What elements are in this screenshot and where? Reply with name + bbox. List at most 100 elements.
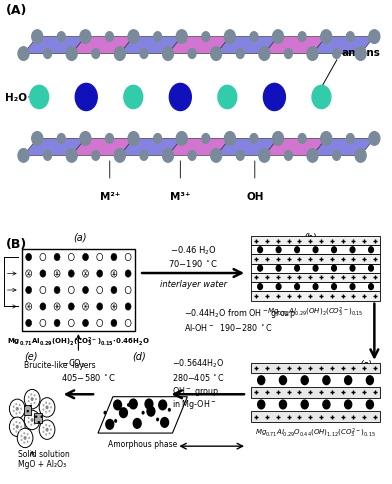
Circle shape xyxy=(295,247,299,253)
Polygon shape xyxy=(24,139,85,156)
Circle shape xyxy=(263,84,285,111)
Circle shape xyxy=(9,417,25,437)
Circle shape xyxy=(298,33,306,43)
Circle shape xyxy=(27,417,29,419)
Circle shape xyxy=(30,86,49,109)
Circle shape xyxy=(168,408,171,412)
Text: $\mathbf{Mg_{0.71}Al_{0.29}(OH)_2(CO_3^{2-})_{0.15}{\cdot}0.46H_2O}$: $\mathbf{Mg_{0.71}Al_{0.29}(OH)_2(CO_3^{… xyxy=(7,335,150,348)
Text: H₂O: H₂O xyxy=(5,93,27,103)
Circle shape xyxy=(128,132,139,146)
Circle shape xyxy=(54,303,60,311)
Circle shape xyxy=(125,254,131,261)
Circle shape xyxy=(40,271,46,278)
Text: (a): (a) xyxy=(74,232,87,242)
Circle shape xyxy=(24,410,40,430)
Circle shape xyxy=(202,134,210,144)
Circle shape xyxy=(68,320,74,327)
Text: $Mg_{0.71}Al_{0.29}(OH)_2(CO_3^{2-})_{0.15}$: $Mg_{0.71}Al_{0.29}(OH)_2(CO_3^{2-})_{0.… xyxy=(267,305,364,318)
Circle shape xyxy=(295,284,299,290)
Circle shape xyxy=(367,376,374,385)
Circle shape xyxy=(140,151,148,161)
Circle shape xyxy=(26,320,32,327)
Circle shape xyxy=(259,149,270,163)
Circle shape xyxy=(111,320,117,327)
Circle shape xyxy=(30,403,32,405)
Circle shape xyxy=(250,33,258,43)
Circle shape xyxy=(312,86,331,109)
Text: M³⁺: M³⁺ xyxy=(170,191,191,201)
Circle shape xyxy=(125,303,131,311)
Bar xyxy=(251,255,380,264)
Circle shape xyxy=(34,415,36,418)
Circle shape xyxy=(9,399,25,419)
Circle shape xyxy=(333,151,341,161)
Circle shape xyxy=(276,247,281,253)
Circle shape xyxy=(176,132,187,146)
Circle shape xyxy=(323,376,330,385)
Text: Brucite-like  layers: Brucite-like layers xyxy=(24,361,95,370)
Polygon shape xyxy=(72,139,134,156)
Circle shape xyxy=(125,320,131,327)
Text: Solid solution
MgO + Al₂O₃: Solid solution MgO + Al₂O₃ xyxy=(18,449,69,469)
Polygon shape xyxy=(312,38,374,54)
Circle shape xyxy=(347,134,354,144)
Circle shape xyxy=(35,398,37,401)
Text: (c): (c) xyxy=(359,359,372,369)
Circle shape xyxy=(355,149,366,163)
Text: $-0.5644$H$_2$O: $-0.5644$H$_2$O xyxy=(172,356,225,369)
Circle shape xyxy=(13,428,15,430)
Circle shape xyxy=(42,426,44,429)
Circle shape xyxy=(40,254,46,261)
Circle shape xyxy=(133,419,141,428)
Circle shape xyxy=(15,430,17,433)
Bar xyxy=(251,411,380,422)
Circle shape xyxy=(129,399,137,409)
Circle shape xyxy=(20,426,22,428)
Circle shape xyxy=(32,31,43,45)
Circle shape xyxy=(35,419,37,421)
Circle shape xyxy=(250,134,258,144)
Circle shape xyxy=(367,400,374,409)
Circle shape xyxy=(27,396,29,398)
Circle shape xyxy=(27,421,29,424)
Circle shape xyxy=(345,376,352,385)
Circle shape xyxy=(45,406,49,409)
Circle shape xyxy=(163,47,174,61)
Polygon shape xyxy=(312,139,374,156)
Circle shape xyxy=(279,400,287,409)
Text: interlayer water: interlayer water xyxy=(160,280,227,288)
Circle shape xyxy=(105,33,113,43)
Circle shape xyxy=(15,412,17,415)
Polygon shape xyxy=(120,139,182,156)
Circle shape xyxy=(347,33,354,43)
Circle shape xyxy=(34,402,36,404)
Circle shape xyxy=(369,31,380,45)
Circle shape xyxy=(97,271,103,278)
Circle shape xyxy=(103,411,107,415)
Circle shape xyxy=(66,149,77,163)
Circle shape xyxy=(106,420,114,429)
Circle shape xyxy=(39,420,55,439)
Text: $-0.44$H$_2$O from OH$^-$ group: $-0.44$H$_2$O from OH$^-$ group xyxy=(184,306,296,319)
Circle shape xyxy=(124,86,143,109)
Bar xyxy=(251,236,380,246)
Circle shape xyxy=(97,287,103,294)
Text: (A): (A) xyxy=(6,4,27,17)
Circle shape xyxy=(18,149,29,163)
Circle shape xyxy=(125,271,131,278)
Circle shape xyxy=(83,271,89,278)
Circle shape xyxy=(13,406,15,408)
Circle shape xyxy=(285,151,292,161)
Circle shape xyxy=(23,432,25,435)
Polygon shape xyxy=(120,38,182,54)
Circle shape xyxy=(114,149,125,163)
Circle shape xyxy=(176,31,187,45)
Circle shape xyxy=(301,400,308,409)
Circle shape xyxy=(45,402,47,404)
Circle shape xyxy=(20,439,22,441)
Circle shape xyxy=(83,287,89,294)
Circle shape xyxy=(34,394,36,397)
Circle shape xyxy=(54,254,60,261)
Circle shape xyxy=(30,414,32,417)
Circle shape xyxy=(147,407,155,416)
